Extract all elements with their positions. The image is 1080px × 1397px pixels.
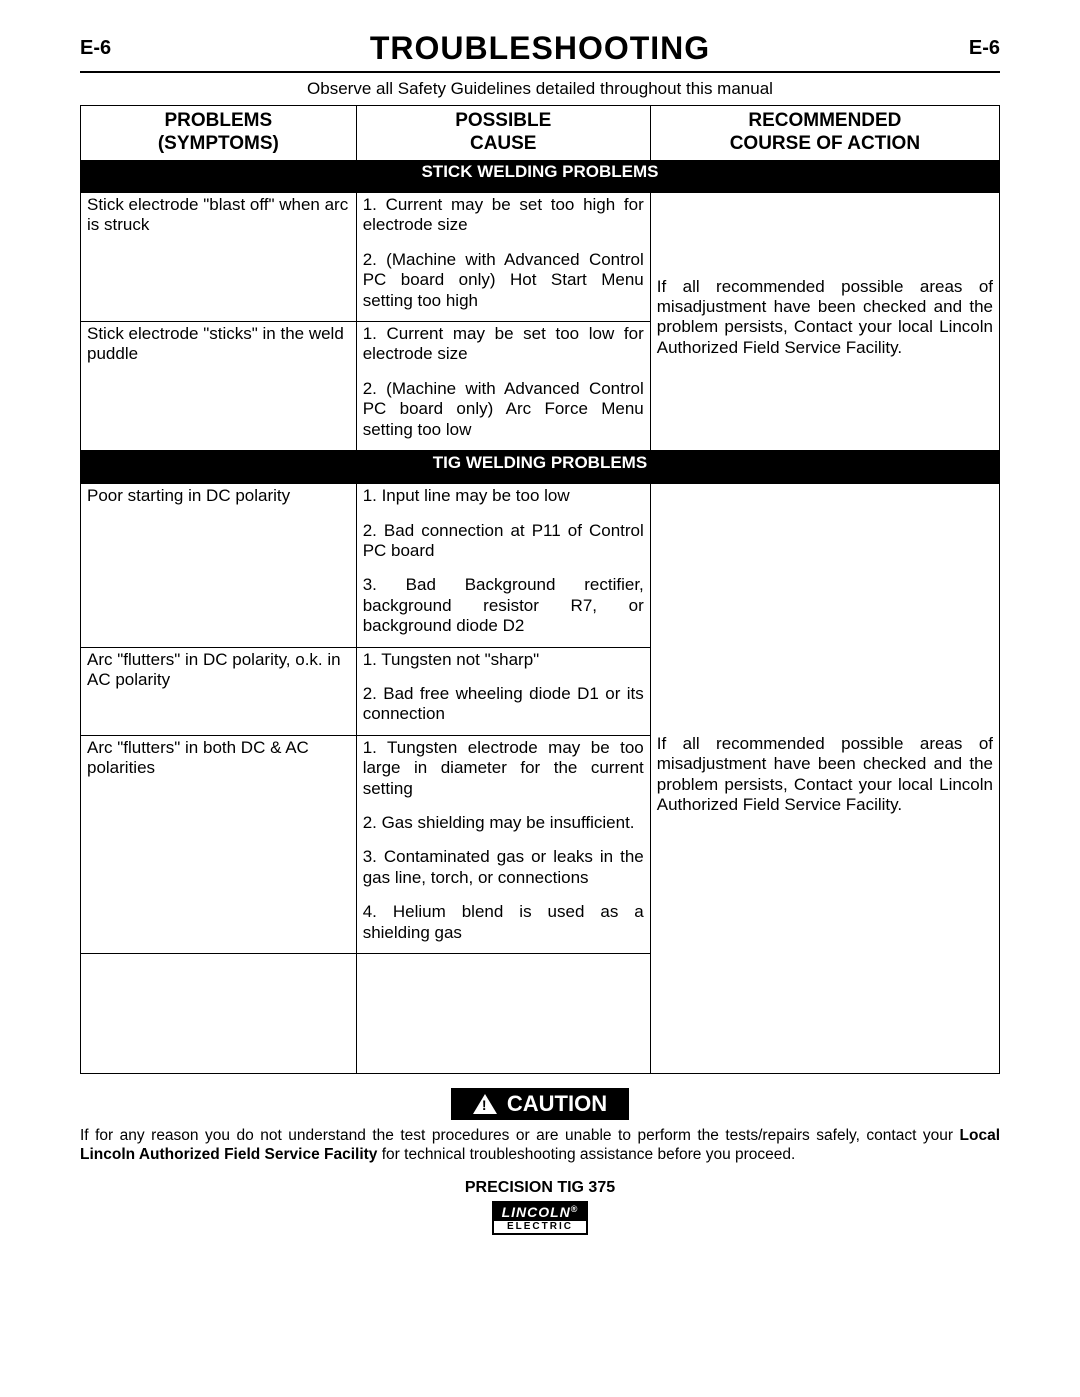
caution-label: CAUTION [507,1091,607,1117]
cause-item: 1. Tungsten electrode may be too large i… [363,738,644,799]
cause-item: 3. Contaminated gas or leaks in the gas … [363,847,644,888]
col-header-text: COURSE OF ACTION [730,133,920,154]
caution-text-part: for technical troubleshooting assistance… [377,1146,795,1163]
col-header-problems: PROBLEMS (SYMPTOMS) [81,106,357,160]
action-cell: If all recommended possible areas of mis… [650,484,999,1074]
cause-cell: 1. Input line may be too low 2. Bad conn… [356,484,650,647]
col-header-text: PROBLEMS [165,110,273,131]
page-title: TROUBLESHOOTING [370,30,710,67]
col-header-text: POSSIBLE [455,110,551,131]
col-header-text: (SYMPTOMS) [158,133,279,154]
footer-model: PRECISION TIG 375 [80,1179,1000,1197]
page-number-right: E-6 [969,37,1000,60]
cause-item: 1. Current may be set too high for elect… [363,195,644,236]
empty-cell [81,953,357,1073]
safety-note: Observe all Safety Guidelines detailed t… [80,79,1000,99]
caution-section: CAUTION [80,1088,1000,1120]
page-number-left: E-6 [80,37,111,60]
cause-cell: 1. Current may be set too high for elect… [356,192,650,321]
page-header: E-6 TROUBLESHOOTING E-6 [80,30,1000,73]
logo: LINCOLN® ELECTRIC [80,1201,1000,1235]
section-band-stick: STICK WELDING PROBLEMS [81,160,1000,193]
empty-cell [356,953,650,1073]
action-cell: If all recommended possible areas of mis… [650,192,999,450]
problem-cell: Stick electrode "sticks" in the weld pud… [81,321,357,450]
cause-item: 1. Input line may be too low [363,486,644,506]
problem-cell: Poor starting in DC polarity [81,484,357,647]
cause-item: 4. Helium blend is used as a shielding g… [363,902,644,943]
cause-cell: 1. Tungsten electrode may be too large i… [356,735,650,953]
section-title: TIG WELDING PROBLEMS [81,450,1000,483]
table-header-row: PROBLEMS (SYMPTOMS) POSSIBLE CAUSE RECOM… [81,106,1000,160]
cause-item: 1. Current may be set too low for electr… [363,324,644,365]
cause-item: 3. Bad Background rectifier, background … [363,575,644,636]
troubleshooting-table: PROBLEMS (SYMPTOMS) POSSIBLE CAUSE RECOM… [80,105,1000,1074]
cause-cell: 1. Current may be set too low for electr… [356,321,650,450]
logo-bottom: ELECTRIC [494,1221,587,1233]
cause-item: 1. Tungsten not "sharp" [363,650,644,670]
cause-item: 2. Gas shielding may be insufficient. [363,813,644,833]
table-row: Poor starting in DC polarity 1. Input li… [81,484,1000,647]
logo-top: LINCOLN® [494,1203,587,1221]
table-row: Stick electrode "blast off" when arc is … [81,192,1000,321]
cause-item: 2. (Machine with Advanced Control PC boa… [363,379,644,440]
warning-icon [473,1094,497,1114]
col-header-text: RECOMMENDED [748,110,901,131]
col-header-text: CAUSE [470,133,537,154]
cause-item: 2. Bad connection at P11 of Control PC b… [363,521,644,562]
caution-text: If for any reason you do not understand … [80,1126,1000,1165]
caution-band: CAUTION [451,1088,629,1120]
problem-cell: Arc "flutters" in DC polarity, o.k. in A… [81,647,357,735]
section-title: STICK WELDING PROBLEMS [81,160,1000,193]
problem-cell: Arc "flutters" in both DC & AC polaritie… [81,735,357,953]
logo-text: LINCOLN [502,1204,571,1220]
problem-cell: Stick electrode "blast off" when arc is … [81,192,357,321]
section-band-tig: TIG WELDING PROBLEMS [81,450,1000,483]
col-header-action: RECOMMENDED COURSE OF ACTION [650,106,999,160]
col-header-cause: POSSIBLE CAUSE [356,106,650,160]
cause-item: 2. Bad free wheeling diode D1 or its con… [363,684,644,725]
caution-text-part: If for any reason you do not understand … [80,1127,960,1144]
cause-item: 2. (Machine with Advanced Control PC boa… [363,250,644,311]
cause-cell: 1. Tungsten not "sharp" 2. Bad free whee… [356,647,650,735]
